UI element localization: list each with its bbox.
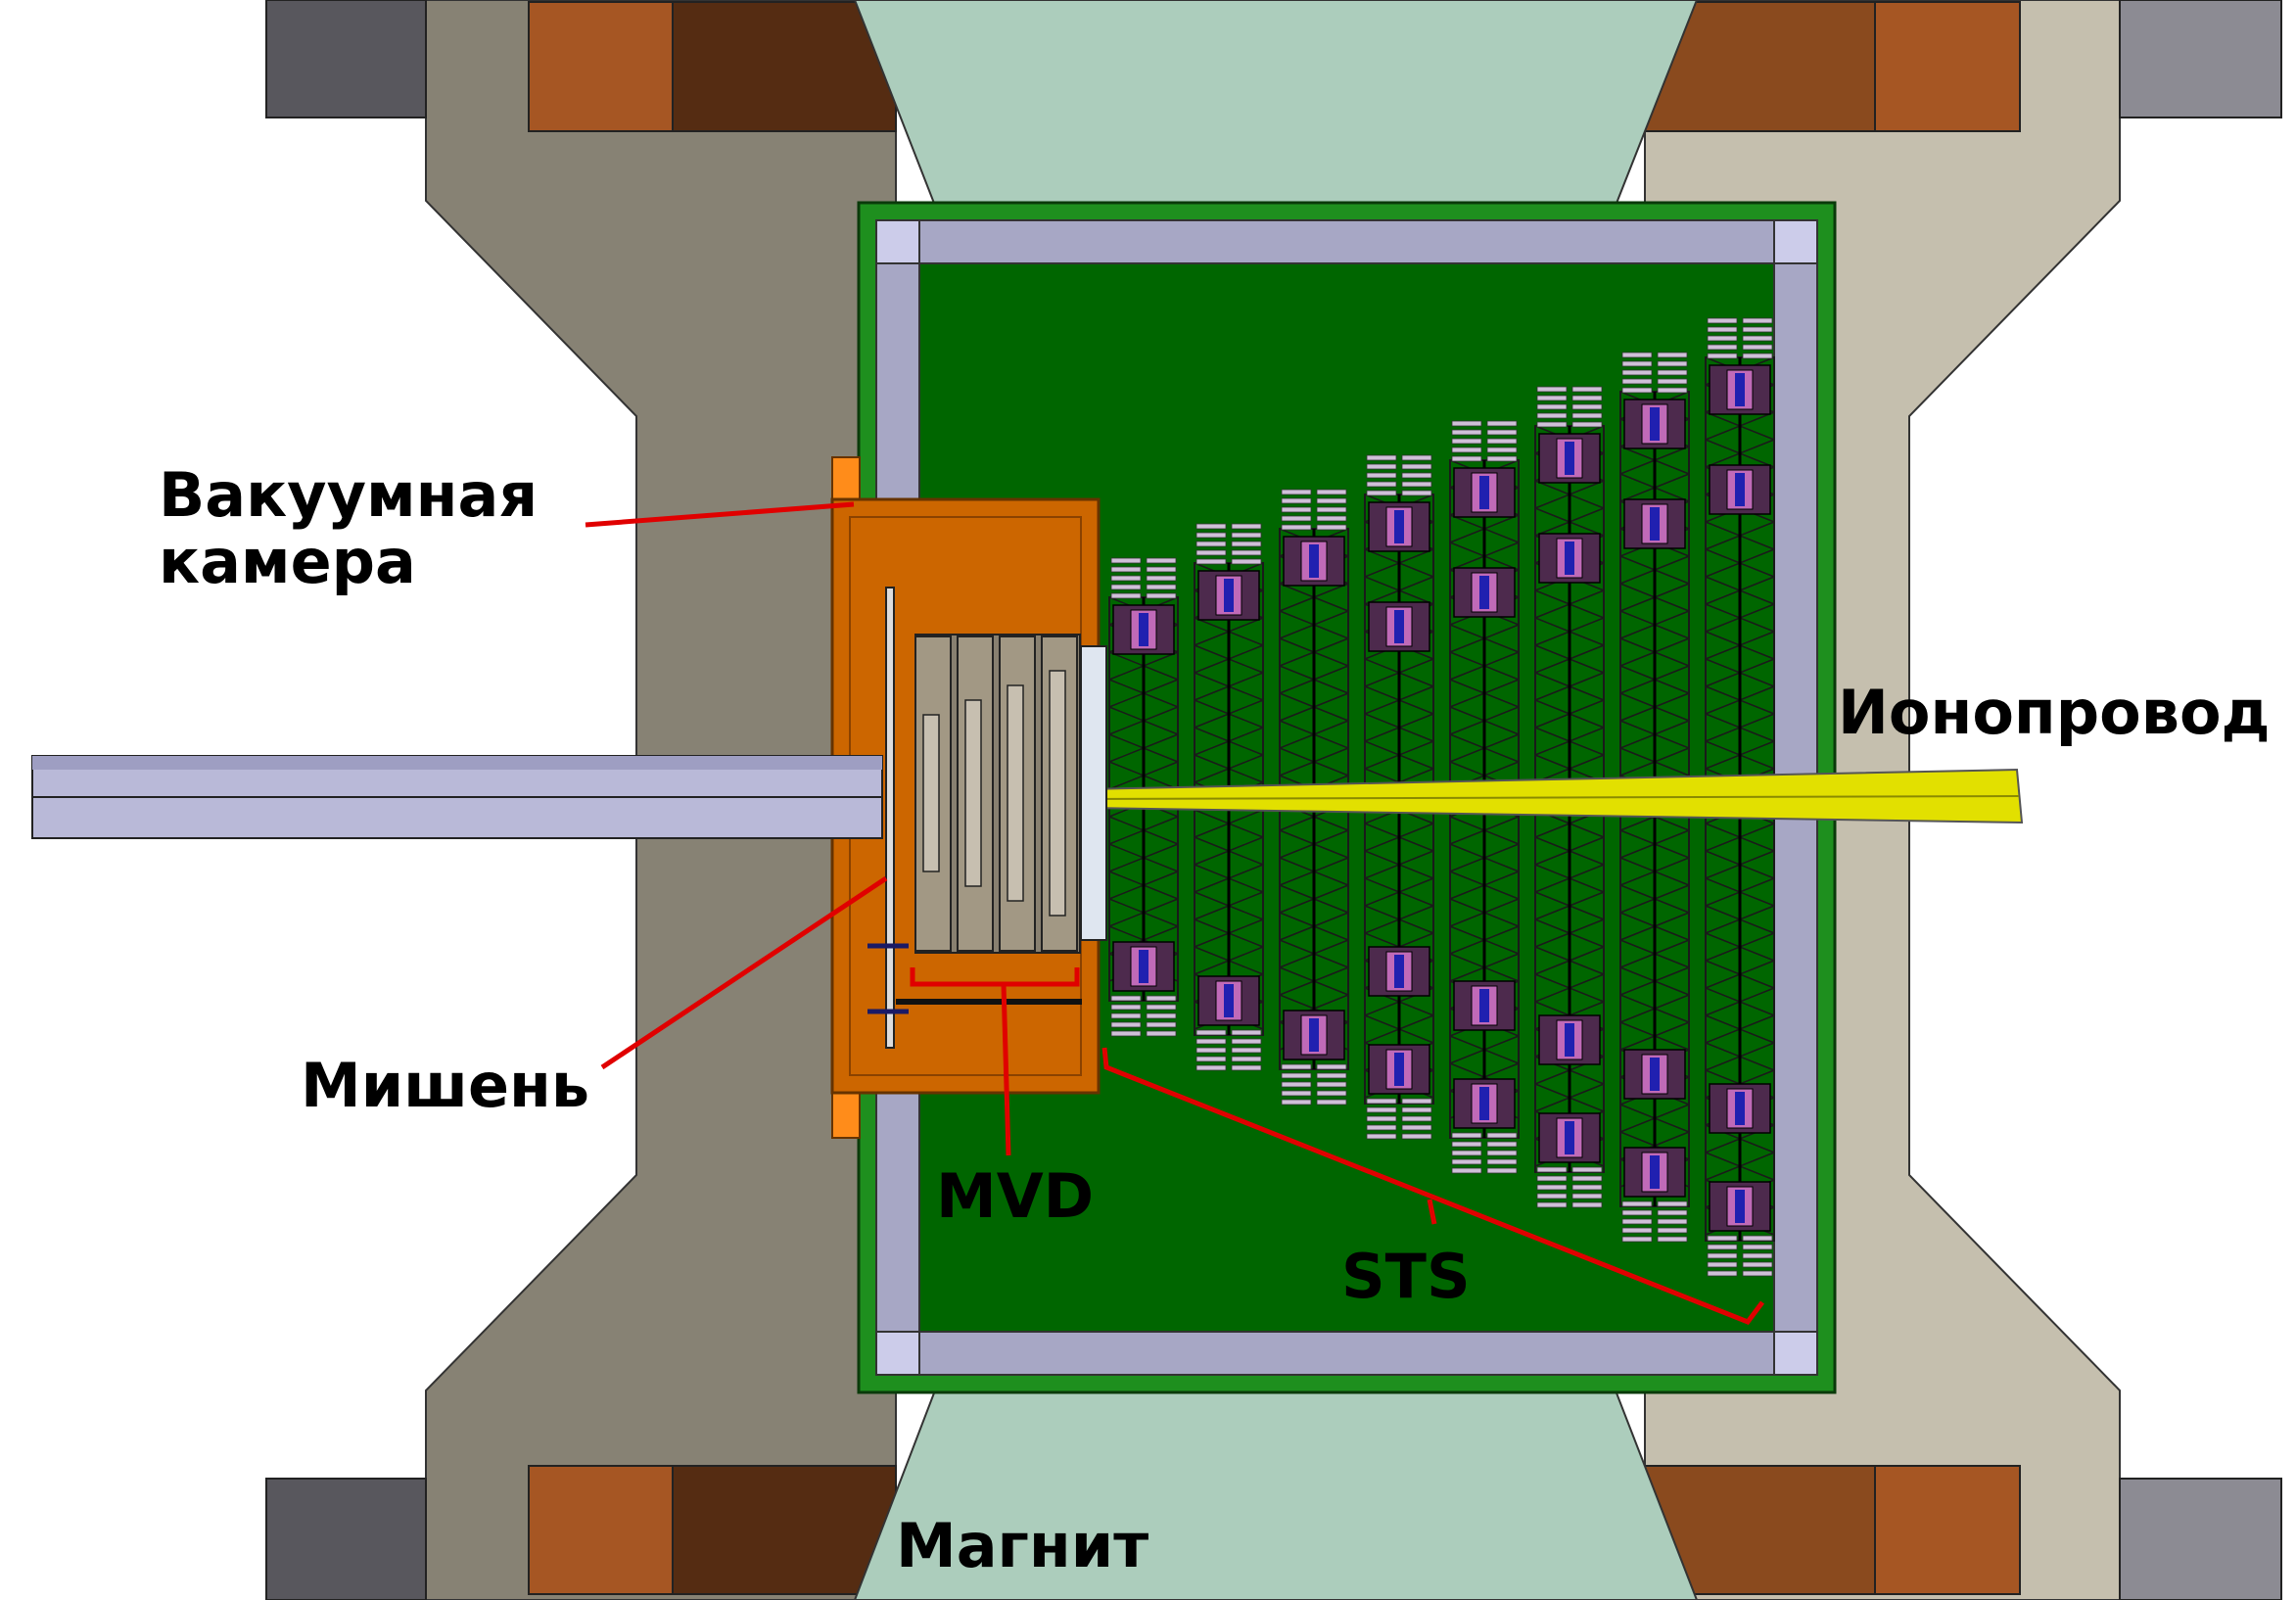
- sts-bracket: [1101, 1047, 1764, 1326]
- label-vacuum-line1: Вакуумная: [159, 459, 539, 531]
- leader-sts: [1427, 1199, 1437, 1225]
- side-block-bottom-left: [265, 1478, 427, 1600]
- leader-mvd: [1001, 983, 1011, 1156]
- label-beampipe: Ионопровод: [1838, 677, 2271, 748]
- label-mvd: MVD: [936, 1160, 1095, 1232]
- mvd-station-1: [914, 635, 952, 952]
- label-vacuum-chamber: Вакуумная камера: [159, 459, 539, 598]
- mvd-stations: [914, 634, 1081, 954]
- sts-station-7: [1619, 352, 1690, 1243]
- mvd-bracket: [910, 967, 1080, 987]
- side-block-bottom-right: [2119, 1478, 2282, 1600]
- label-magnet: Магнит: [896, 1510, 1149, 1581]
- label-sts: STS: [1341, 1241, 1471, 1312]
- sts-stations: [1108, 317, 1775, 1277]
- magnet-coil-bottom-left: [528, 1465, 897, 1595]
- leader-vacuum: [585, 501, 855, 528]
- label-vacuum-line2: камера: [159, 526, 416, 598]
- side-block-top-left: [265, 0, 427, 118]
- side-block-top-right: [2119, 0, 2282, 118]
- beampipe-axis: [1086, 795, 2020, 800]
- sts-station-2: [1194, 523, 1264, 1071]
- mvd-base-plate: [896, 999, 1082, 1005]
- mvd-window: [1080, 645, 1107, 941]
- leader-lines: [585, 501, 1764, 1326]
- label-target: Мишень: [301, 1050, 590, 1121]
- magnet-coil-top-right: [1644, 1, 2021, 132]
- target-holder: [885, 587, 895, 1049]
- leader-target: [600, 875, 888, 1070]
- magnet-coil-bottom-right: [1644, 1465, 2021, 1595]
- magnet-pole-top: [853, 0, 1699, 207]
- sts-station-1: [1108, 557, 1179, 1037]
- magnet-coil-top-left: [528, 1, 897, 132]
- sts-station-3: [1279, 489, 1349, 1106]
- target-rod: [31, 755, 883, 839]
- sts-station-5: [1449, 420, 1520, 1174]
- target-marks: [867, 943, 909, 1014]
